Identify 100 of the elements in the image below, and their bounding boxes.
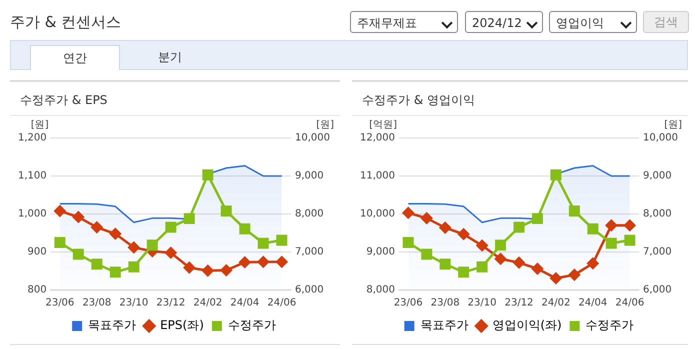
y-tick-label: 11,000 [360,170,395,182]
point [495,240,506,251]
x-tick-label: 23/08 [82,298,112,309]
point [239,223,250,234]
point [421,248,432,260]
y-tick-label: 1,100 [18,170,47,182]
y2-tick-label: 9,000 [643,170,672,182]
y-tick-label: 900 [28,246,47,258]
point [276,234,288,246]
point [587,223,598,234]
legend-label: 목표주가 [88,318,136,332]
y2-tick-label: 7,000 [643,246,672,258]
point [91,222,103,234]
point [624,234,636,246]
x-tick-label: 23/06 [394,298,423,309]
x-tick-label: 24/02 [542,298,570,309]
text: 주재무제표 [350,11,458,33]
point [128,242,140,254]
point [458,266,470,278]
x-tick-label: 23/12 [156,298,186,309]
point [276,256,288,268]
point [514,222,524,233]
point [110,266,121,278]
y-tick-label: 1,200 [18,132,47,144]
y2-tick-label: 9,000 [295,170,324,182]
text: 연간 [30,45,120,70]
point [258,256,270,268]
point [606,238,617,249]
text: 2024/12 [465,11,543,33]
point [476,261,488,272]
y2-tick-label: 6,000 [295,284,324,296]
chart-title: 수정주가 & EPS [20,92,108,109]
point [439,222,451,234]
x-tick-label: 23/12 [504,298,534,309]
x-tick-label: 24/06 [267,298,296,309]
text: 분기 [157,49,183,66]
point [494,253,506,265]
point [202,264,214,276]
point [532,262,544,274]
point [402,237,414,248]
point [550,272,562,284]
y2-axis-title: [원] [664,120,682,131]
point [220,205,232,216]
point [458,228,470,240]
point [202,169,214,180]
y2-tick-label: 10,000 [643,132,678,144]
point [532,213,543,224]
point [184,262,196,274]
point [258,238,269,249]
legend-label: EPS(좌) [160,318,204,332]
y2-axis-title: [원] [316,120,334,131]
y-tick-label: 12,000 [360,132,395,144]
y-axis-title: [억원] [369,120,398,131]
point [440,258,451,270]
point [72,248,84,260]
point [72,211,84,223]
text: 검색 [643,11,689,33]
point [128,261,140,272]
point [146,240,158,251]
point [54,205,66,217]
x-tick-label: 24/04 [578,298,608,309]
y-tick-label: 10,000 [360,208,395,220]
y-tick-label: 9,000 [366,246,395,258]
point [568,205,580,216]
y-axis-title: [원] [30,120,49,131]
x-tick-label: 24/02 [193,298,222,309]
chart-title: 수정주가 & 영업이익 [362,92,475,109]
x-tick-label: 23/10 [119,298,148,309]
x-tick-label: 23/08 [430,298,460,309]
legend-label: 목표주가 [420,318,468,332]
point [402,207,414,219]
point [513,256,525,268]
point [165,247,177,259]
y2-tick-label: 8,000 [643,208,672,220]
y-tick-label: 800 [28,284,47,296]
y-tick-label: 1,000 [18,208,47,220]
x-tick-label: 24/06 [615,298,644,309]
point [624,220,636,232]
x-tick-label: 24/04 [230,298,260,309]
point [476,240,488,252]
text: 영업이익 [549,11,637,33]
y2-tick-label: 7,000 [295,246,324,258]
legend-label: 수정주가 [586,318,634,332]
point [606,220,618,232]
point [110,228,122,240]
point [550,169,562,180]
point [220,264,232,276]
y2-tick-label: 8,000 [295,208,324,220]
x-tick-label: 23/06 [45,298,74,309]
point [239,256,251,268]
text: 주가 & 컨센서스 [10,13,122,32]
legend-label: 영업이익(좌) [492,318,562,332]
point [54,237,66,248]
point [91,258,102,270]
y-tick-label: 8,000 [366,284,395,296]
point [587,258,599,270]
point [420,212,432,224]
x-tick-label: 23/10 [468,298,496,309]
point [165,222,176,233]
y2-tick-label: 6,000 [643,284,672,296]
